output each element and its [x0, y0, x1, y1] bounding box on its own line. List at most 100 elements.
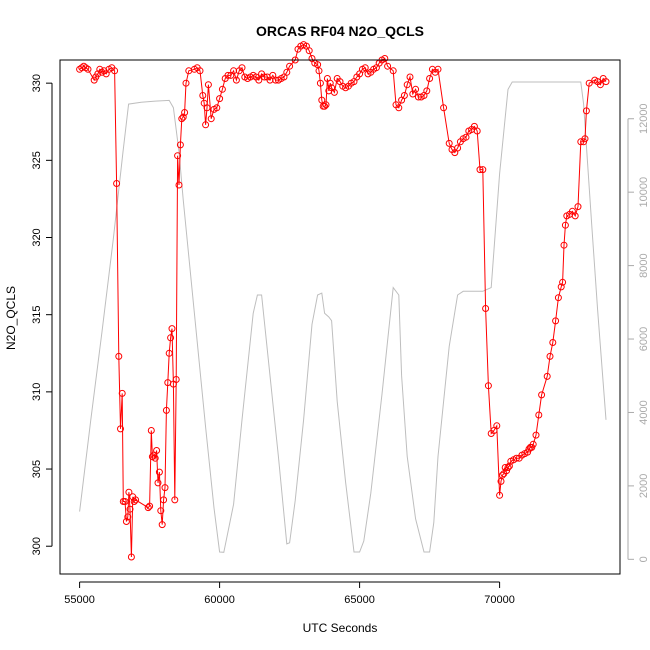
n2o-point — [602, 78, 610, 86]
n2o-point — [305, 47, 313, 55]
n2o-point — [207, 115, 215, 123]
n2o-point — [124, 513, 132, 521]
n2o-point — [582, 107, 590, 115]
n2o-point — [132, 496, 140, 504]
y-axis-label: N2O_QCLS — [4, 286, 18, 350]
n2o-point — [496, 491, 504, 499]
n2o-point — [126, 505, 134, 513]
n2o-point — [557, 283, 565, 291]
n2o-point — [78, 64, 86, 72]
n2o-point — [484, 382, 492, 390]
n2o-point — [154, 479, 162, 487]
n2o-point — [196, 67, 204, 75]
n2o-point — [403, 81, 411, 89]
n2o-point — [473, 127, 481, 135]
n2o-point — [286, 62, 294, 70]
n2o-point — [498, 471, 506, 479]
n2o-point — [175, 181, 183, 189]
n2o-point — [549, 339, 557, 346]
n2o-point — [535, 411, 543, 419]
n2o-point — [167, 334, 175, 342]
n2o-point — [125, 488, 133, 496]
n2o-point — [400, 92, 408, 99]
n2o-point — [238, 64, 246, 72]
n2o-point — [283, 68, 291, 76]
n2o-point — [255, 76, 263, 84]
n2o-point — [113, 180, 121, 187]
n2o-point — [181, 109, 189, 116]
n2o-point — [147, 427, 155, 434]
axes: 55000 60000 65000 7000030030531031532032533… — [31, 74, 650, 606]
n2o-point — [326, 79, 334, 87]
n2o-point — [172, 376, 180, 383]
n2o-point — [171, 496, 179, 504]
n2o-point — [232, 76, 240, 84]
n2o-point — [454, 144, 462, 152]
n2o-point — [162, 406, 170, 414]
x-tick-label: 55000 — [64, 594, 95, 606]
n2o-point — [176, 141, 184, 149]
n2o-point — [204, 81, 212, 89]
n2o-point — [155, 468, 163, 476]
y2-tick-label: 8000 — [638, 253, 650, 277]
n2o-point — [585, 79, 593, 87]
n2o-point — [434, 65, 442, 73]
n2o-point — [316, 79, 324, 87]
n2o-point — [111, 67, 119, 75]
y-tick-label: 305 — [31, 460, 43, 478]
n2o-point — [146, 502, 154, 510]
n2o-point — [260, 73, 268, 81]
n2o-point — [160, 496, 168, 504]
n2o-point — [596, 81, 604, 89]
n2o-point — [130, 498, 138, 505]
n2o-point — [218, 85, 226, 93]
n2o-point — [423, 87, 431, 95]
n2o-point — [153, 447, 161, 454]
n2o-point — [493, 422, 501, 430]
y-tick-label: 315 — [31, 306, 43, 324]
n2o-point — [161, 484, 169, 492]
n2o-point — [199, 92, 207, 99]
n2o-point — [82, 64, 90, 72]
n2o-point — [560, 241, 568, 249]
y-tick-label: 310 — [31, 383, 43, 401]
n2o-point — [168, 325, 176, 333]
x-axis-label: UTC Seconds — [303, 621, 378, 635]
x-tick-label: 70000 — [484, 594, 515, 606]
y2-tick-label: 0 — [638, 556, 650, 562]
x-tick-label: 65000 — [344, 594, 375, 606]
n2o-point — [165, 349, 173, 357]
y-tick-label: 320 — [31, 228, 43, 246]
n2o-point — [412, 85, 420, 93]
n2o-point — [182, 79, 190, 87]
n2o-point — [224, 71, 232, 79]
n2o-point — [381, 55, 389, 62]
n2o-point — [322, 101, 330, 109]
y2-tick-label: 4000 — [638, 400, 650, 424]
n2o-point — [571, 212, 579, 220]
n2o-point — [505, 462, 513, 470]
n2o-point — [406, 73, 414, 81]
n2o-point — [426, 75, 434, 82]
n2o-point — [202, 121, 210, 129]
n2o-point — [395, 104, 403, 112]
n2o-point — [561, 221, 569, 229]
n2o-point — [482, 305, 490, 312]
n2o-point — [151, 454, 159, 462]
n2o-point — [476, 166, 484, 174]
n2o-point — [117, 425, 124, 433]
n2o-point — [552, 317, 560, 325]
y-tick-label: 330 — [31, 74, 43, 92]
n2o-point — [94, 70, 102, 78]
n2o-point — [384, 62, 392, 70]
n2o-point — [559, 278, 567, 286]
n2o-point — [174, 152, 182, 160]
y2-tick-label: 10000 — [638, 177, 650, 208]
n2o-point — [157, 507, 165, 515]
n2o-point — [504, 464, 512, 471]
n2o-point — [440, 104, 448, 112]
n2o-point — [84, 65, 92, 73]
y-tick-label: 300 — [31, 537, 43, 555]
n2o-point — [216, 95, 224, 103]
